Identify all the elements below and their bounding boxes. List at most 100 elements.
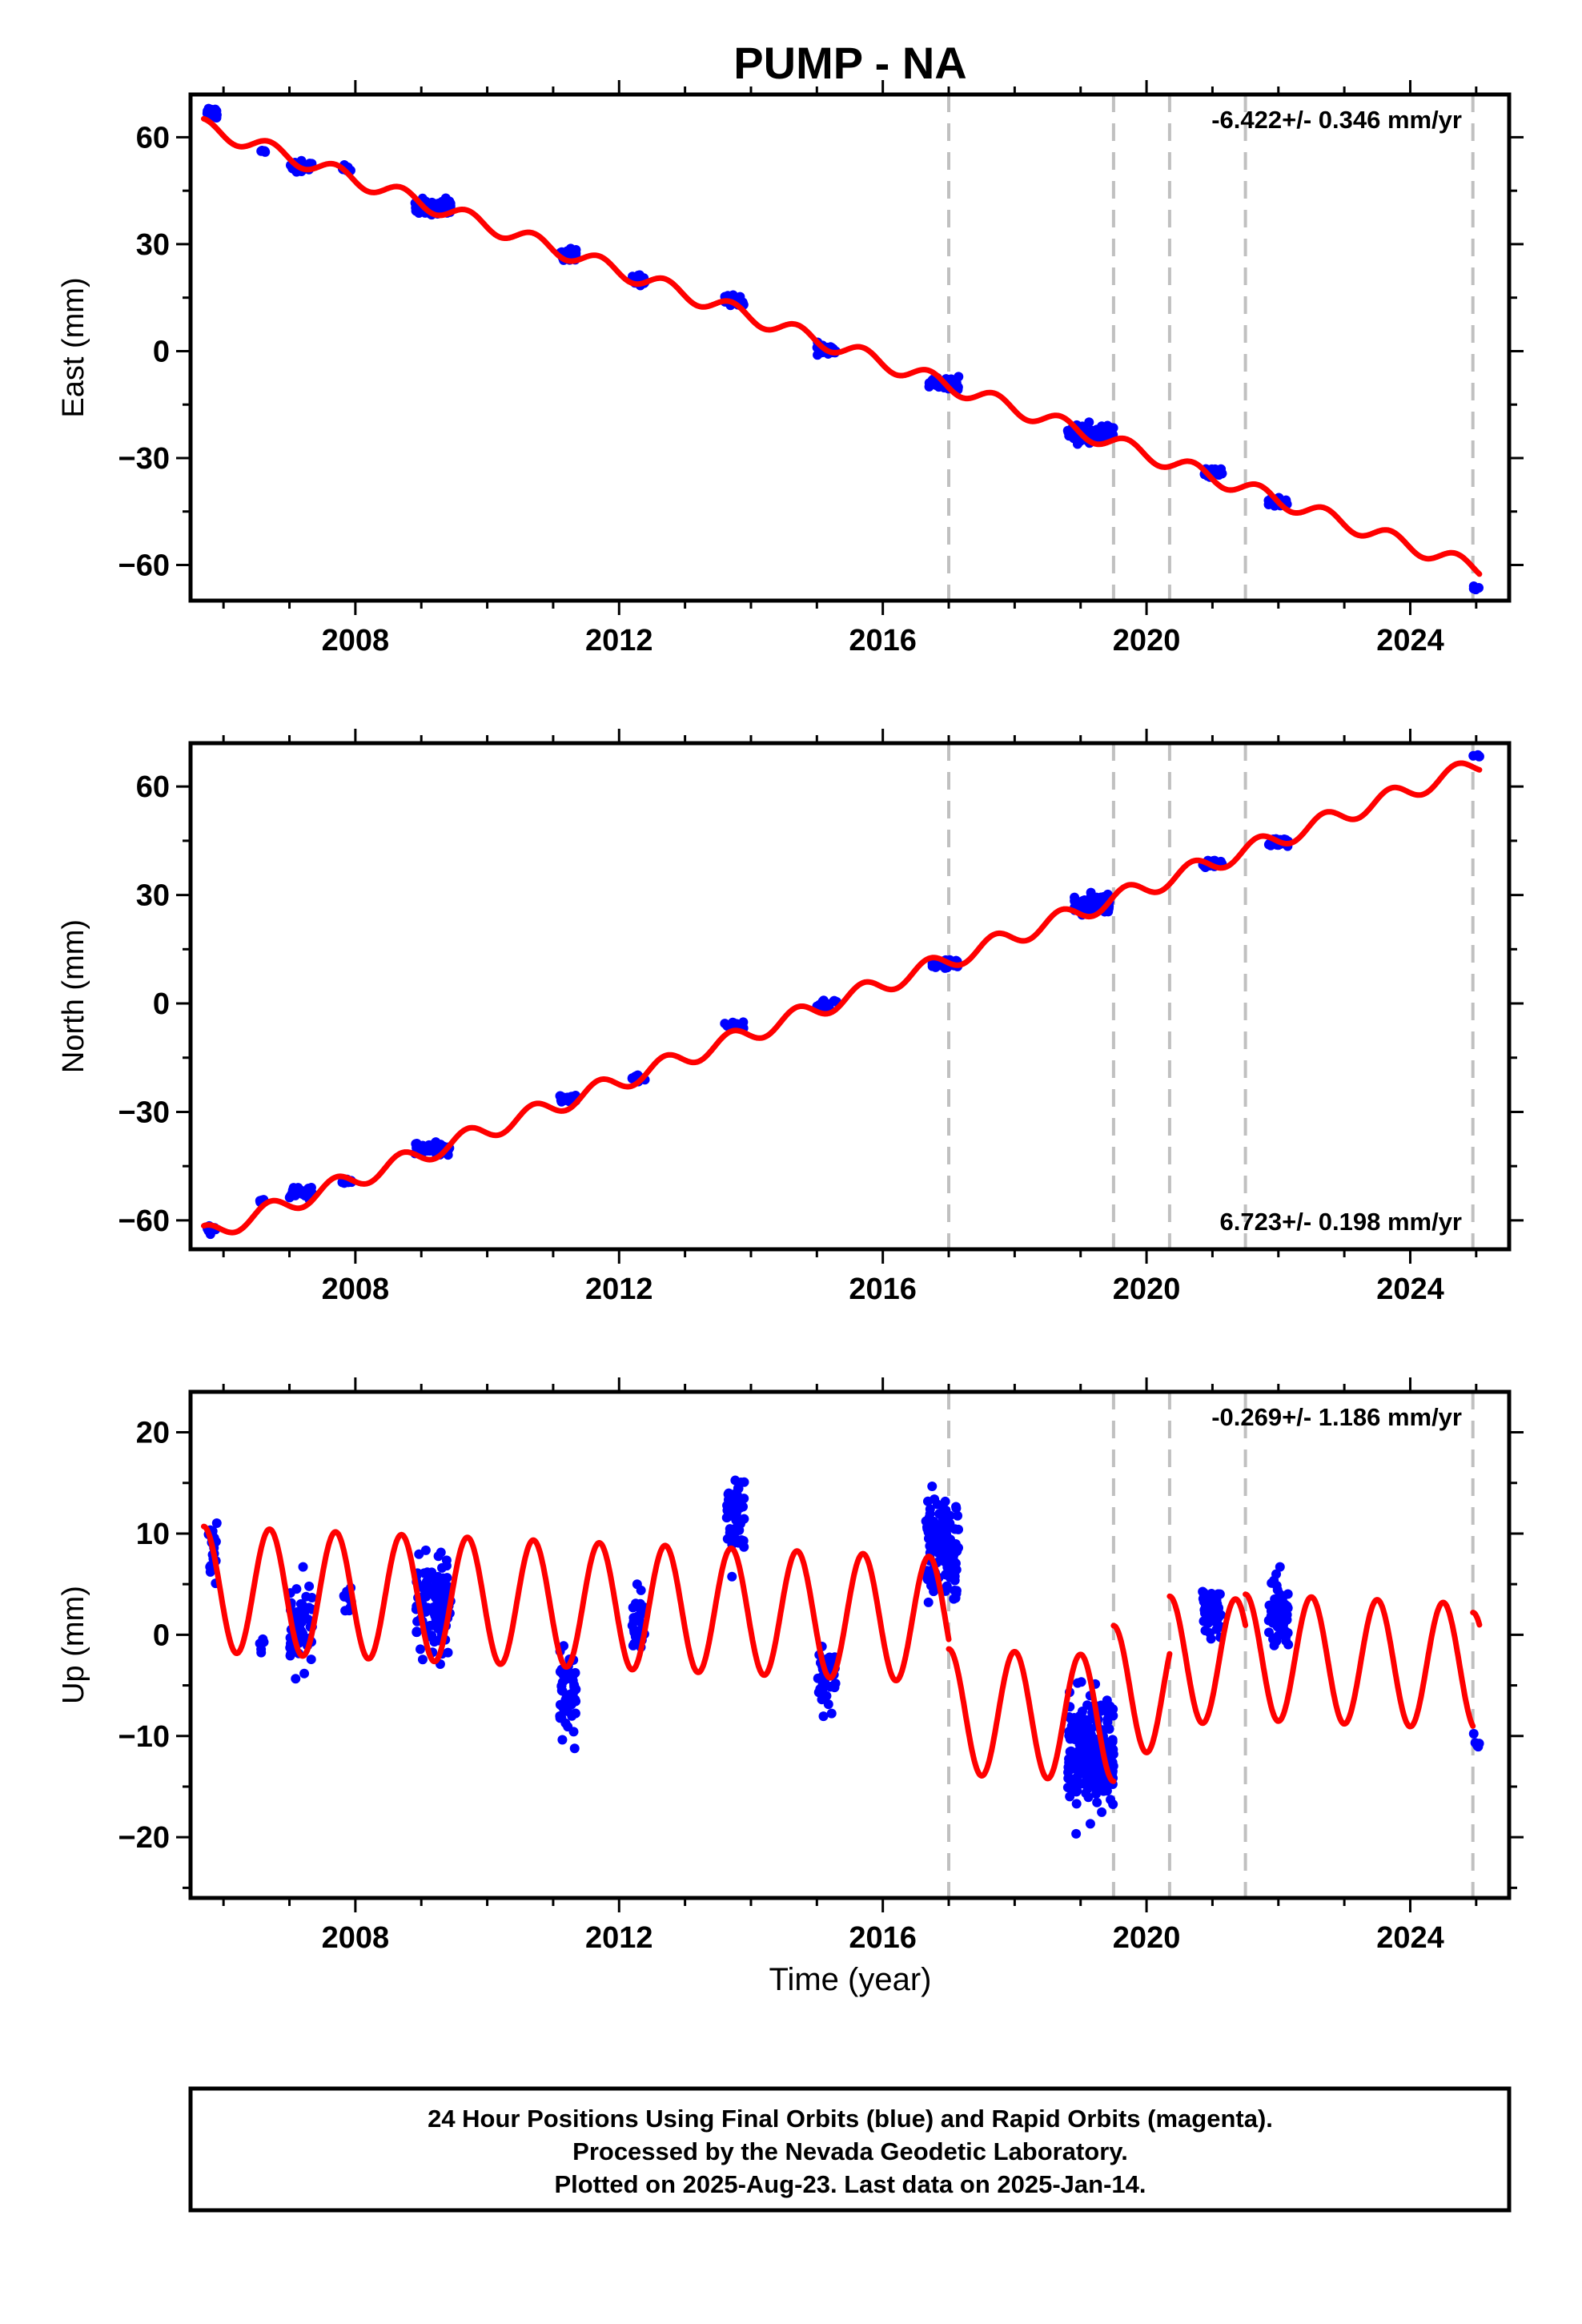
data-point	[1097, 1807, 1107, 1817]
data-point	[946, 1545, 956, 1555]
data-point	[298, 1628, 308, 1638]
data-point	[1264, 1600, 1275, 1610]
caption-line-3: Plotted on 2025-Aug-23. Last data on 202…	[554, 2170, 1146, 2198]
data-point	[732, 1522, 742, 1533]
data-point	[555, 1667, 565, 1677]
data-point	[307, 1593, 317, 1603]
data-point	[1200, 1626, 1211, 1636]
y-axis-label: North (mm)	[57, 919, 90, 1073]
x-tick-label: 2020	[1113, 1921, 1181, 1955]
model-segment	[946, 1646, 1117, 1784]
caption-border	[188, 2086, 1512, 2213]
data-point	[291, 1674, 301, 1684]
data-point	[925, 1541, 935, 1551]
data-point	[1074, 1769, 1085, 1779]
caption-line-1: 24 Hour Positions Using Final Orbits (bl…	[428, 2105, 1273, 2133]
velocity-annotation: 6.723+/- 0.198 mm/yr	[1220, 1208, 1462, 1236]
data-point	[1090, 1747, 1100, 1757]
y-tick-label: −20	[118, 1821, 170, 1855]
data-point	[1213, 1603, 1223, 1614]
data-point	[571, 1684, 581, 1695]
data-point	[1082, 1700, 1093, 1711]
velocity-annotation: -0.269+/- 1.186 mm/yr	[1211, 1403, 1462, 1431]
data-point	[557, 1735, 568, 1745]
data-point	[209, 107, 219, 118]
data-point	[1085, 1819, 1095, 1829]
data-point	[284, 1192, 295, 1203]
data-point	[1281, 1605, 1291, 1615]
model-segment	[1470, 1610, 1483, 1628]
data-point	[823, 1699, 833, 1710]
y-tick-label: 10	[136, 1518, 170, 1551]
data-point	[429, 1637, 440, 1647]
data-point	[815, 1684, 825, 1695]
data-point	[1072, 1678, 1082, 1688]
y-axis-label: Up (mm)	[57, 1586, 90, 1704]
data-point	[930, 1526, 940, 1536]
data-point	[287, 1645, 297, 1655]
data-point	[951, 1503, 962, 1514]
y-tick-label: −60	[118, 1204, 170, 1238]
data-point	[259, 147, 270, 157]
data-points	[202, 750, 1484, 1240]
data-point	[1097, 1779, 1107, 1789]
data-point	[927, 1481, 938, 1491]
x-tick-label: 2008	[322, 1921, 390, 1955]
data-point	[556, 1095, 566, 1105]
data-point	[1065, 1753, 1075, 1763]
y-tick-label: −30	[118, 442, 170, 476]
data-point	[1106, 1795, 1116, 1805]
data-point	[1215, 856, 1226, 866]
data-point	[291, 1606, 302, 1617]
data-point	[633, 1626, 644, 1637]
data-point	[731, 1515, 741, 1526]
x-tick-label: 2020	[1113, 1273, 1181, 1306]
x-tick-label: 2012	[585, 624, 653, 657]
data-point	[1085, 1724, 1095, 1735]
data-point	[1063, 1767, 1074, 1778]
data-point	[1468, 1728, 1479, 1739]
data-point	[1088, 1739, 1098, 1750]
data-point	[1081, 1788, 1091, 1799]
data-point	[1083, 902, 1094, 912]
model-curve	[201, 1523, 1483, 1784]
data-point	[555, 1711, 565, 1721]
x-tick-label: 2024	[1376, 1273, 1444, 1306]
data-point	[433, 1623, 444, 1634]
data-point	[826, 1708, 837, 1719]
data-point	[926, 1580, 936, 1590]
east-panel: 2008 2012 2016 2020 2024 60 30 0 −30 −60 East (mm)…	[57, 80, 1524, 657]
data-point	[422, 1580, 432, 1590]
data-point	[1066, 1714, 1076, 1724]
data-point	[434, 1606, 444, 1616]
data-point	[567, 1711, 577, 1721]
x-axis-label: Time (year)	[769, 1962, 932, 1997]
data-point	[340, 1591, 351, 1602]
data-point	[1096, 1700, 1106, 1711]
model-segment	[1243, 1591, 1476, 1730]
data-point	[1092, 1797, 1102, 1807]
x-tick-label: 2008	[322, 1273, 390, 1306]
data-point	[821, 1002, 832, 1012]
data-point	[941, 1570, 951, 1580]
data-point	[1275, 1562, 1285, 1572]
data-point	[951, 1565, 962, 1575]
data-point	[722, 1506, 733, 1516]
x-tick-label: 2008	[322, 624, 390, 657]
y-tick-label: 30	[136, 879, 170, 913]
y-tick-label: 60	[136, 121, 170, 155]
data-point	[1474, 751, 1484, 762]
data-point	[570, 1695, 580, 1705]
data-point	[1071, 1799, 1082, 1809]
data-point	[941, 1521, 951, 1531]
data-point	[441, 1555, 452, 1566]
data-point	[727, 1571, 737, 1582]
y-tick-label: −60	[118, 549, 170, 582]
data-point	[417, 1655, 428, 1665]
y-tick-label: 30	[136, 228, 170, 262]
data-point	[300, 1190, 311, 1200]
data-point	[414, 1549, 424, 1559]
data-point	[720, 1019, 730, 1029]
data-point	[946, 1556, 956, 1566]
data-point	[941, 1534, 951, 1545]
